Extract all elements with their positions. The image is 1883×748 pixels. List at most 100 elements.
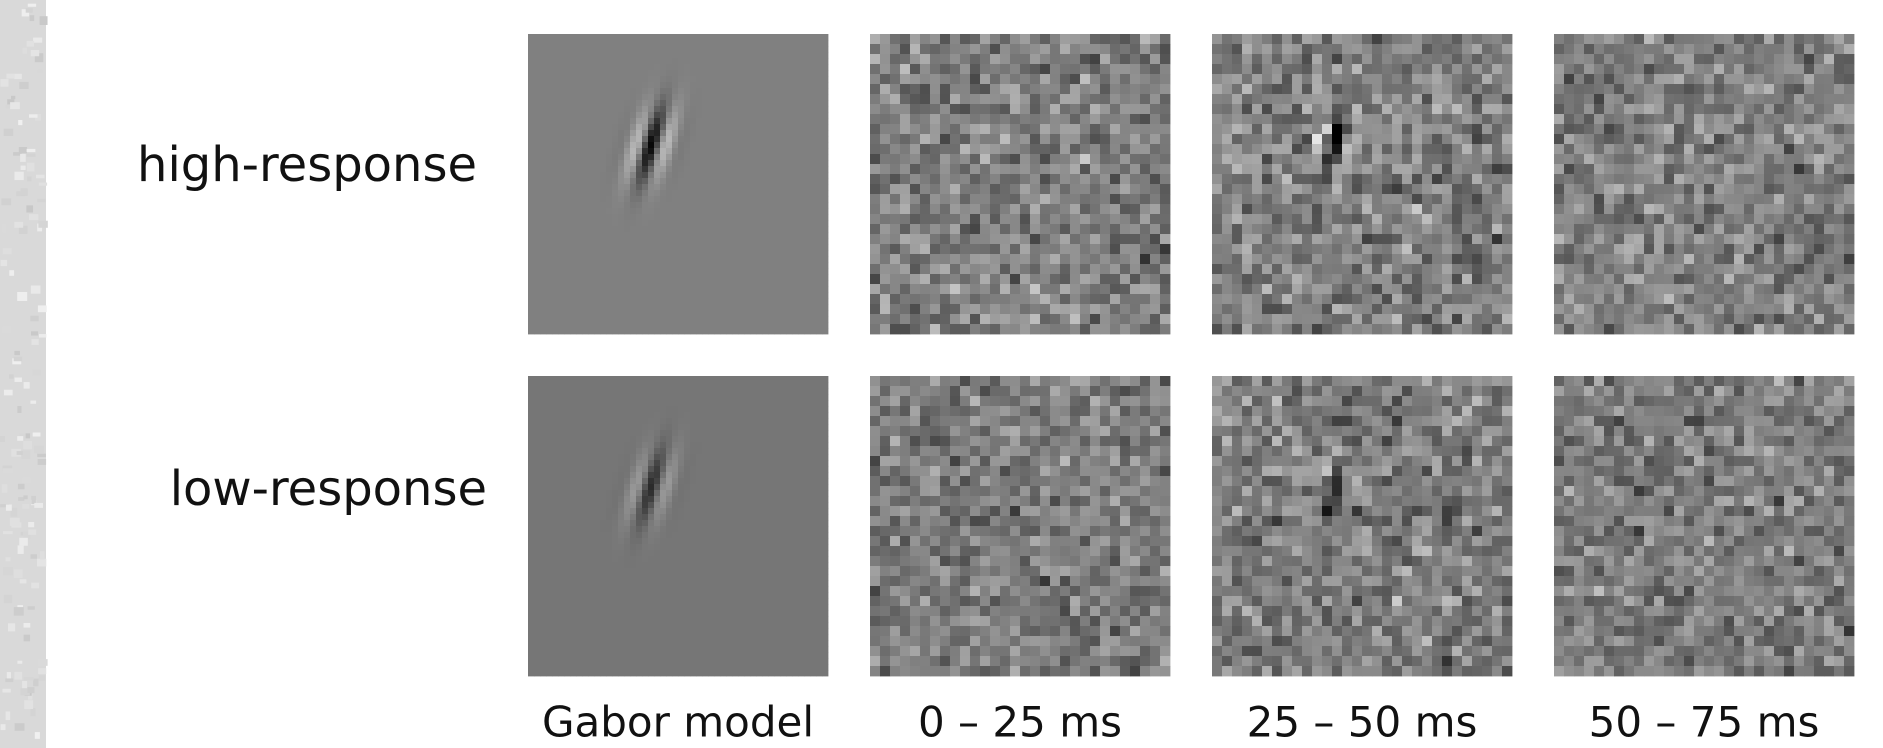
pixel [1372, 314, 1382, 324]
pixel [648, 232, 654, 238]
pixel [1352, 314, 1362, 324]
pixel [1100, 284, 1110, 294]
strip-speck [24, 700, 33, 709]
strip-speck [29, 114, 38, 117]
pixel [642, 70, 648, 76]
pixel [816, 268, 822, 274]
pixel [1150, 34, 1160, 44]
pixel [636, 178, 642, 184]
pixel [1010, 244, 1020, 254]
pixel [1040, 134, 1050, 144]
pixel [1352, 194, 1362, 204]
pixel [1422, 174, 1432, 184]
pixel [618, 286, 624, 292]
pixel [1302, 44, 1312, 54]
pixel [630, 328, 636, 334]
pixel [822, 58, 828, 64]
pixel [1462, 304, 1472, 314]
pixel [1070, 74, 1080, 84]
pixel [1292, 124, 1302, 134]
pixel [960, 114, 970, 124]
pixel [1744, 204, 1754, 214]
pixel [1694, 44, 1704, 54]
pixel [920, 224, 930, 234]
pixel [1624, 194, 1634, 204]
pixel [1120, 164, 1130, 174]
pixel [1252, 164, 1262, 174]
pixel [576, 166, 582, 172]
pixel [648, 136, 654, 142]
pixel [1010, 294, 1020, 304]
pixel [570, 292, 576, 298]
pixel [822, 322, 828, 328]
pixel [582, 34, 588, 40]
pixel [1060, 84, 1070, 94]
pixel [594, 322, 600, 328]
pixel [1502, 34, 1512, 44]
pixel [1442, 224, 1452, 234]
pixel [618, 196, 624, 202]
pixel [1030, 294, 1040, 304]
pixel [534, 52, 540, 58]
pixel [540, 286, 546, 292]
pixel [870, 164, 880, 174]
pixel [726, 232, 732, 238]
pixel [1342, 244, 1352, 254]
pixel [1050, 314, 1060, 324]
pixel [684, 130, 690, 136]
pixel [792, 136, 798, 142]
pixel [732, 220, 738, 226]
pixel [576, 220, 582, 226]
pixel [1312, 144, 1322, 154]
pixel [1130, 164, 1140, 174]
pixel [1472, 54, 1482, 64]
pixel [1232, 104, 1242, 114]
pixel [1010, 134, 1020, 144]
pixel [720, 304, 726, 310]
pixel [702, 160, 708, 166]
pixel [582, 130, 588, 136]
pixel [1814, 154, 1824, 164]
pixel [1332, 74, 1342, 84]
pixel [1412, 254, 1422, 264]
pixel [720, 142, 726, 148]
pixel [1824, 134, 1834, 144]
pixel [980, 94, 990, 104]
pixel [990, 264, 1000, 274]
pixel [1282, 194, 1292, 204]
pixel [714, 88, 720, 94]
pixel [1432, 204, 1442, 214]
pixel [582, 64, 588, 70]
pixel [1332, 54, 1342, 64]
pixel [900, 34, 910, 44]
pixel [774, 172, 780, 178]
pixel [1282, 134, 1292, 144]
pixel [606, 100, 612, 106]
pixel [1634, 124, 1644, 134]
pixel [920, 324, 930, 334]
pixel [624, 298, 630, 304]
pixel [1060, 144, 1070, 154]
pixel [1242, 214, 1252, 224]
pixel [1070, 324, 1080, 334]
pixel [1080, 324, 1090, 334]
pixel [1262, 154, 1272, 164]
pixel [672, 292, 678, 298]
pixel [1040, 214, 1050, 224]
pixel [648, 214, 654, 220]
pixel [738, 262, 744, 268]
pixel [1332, 84, 1342, 94]
pixel [714, 196, 720, 202]
pixel [930, 134, 940, 144]
pixel [654, 202, 660, 208]
pixel [1222, 274, 1232, 284]
pixel [726, 40, 732, 46]
pixel [910, 104, 920, 114]
pixel [750, 250, 756, 256]
pixel [798, 304, 804, 310]
pixel [1242, 54, 1252, 64]
strip-speck [30, 15, 35, 21]
pixel [744, 196, 750, 202]
pixel [714, 124, 720, 130]
pixel [822, 46, 828, 52]
